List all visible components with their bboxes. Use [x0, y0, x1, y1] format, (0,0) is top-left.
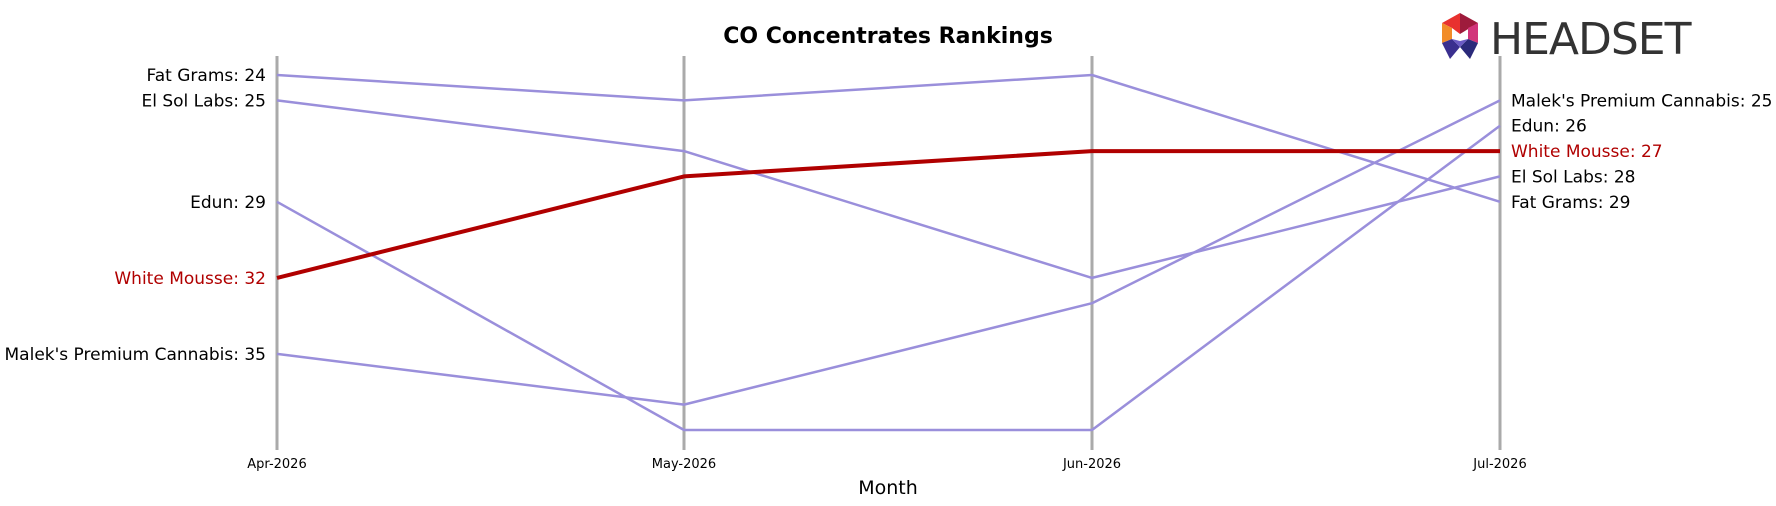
right-label: Edun: 26: [1511, 117, 1587, 137]
series-line-edun: [276, 124, 1501, 432]
x-tick-labels: Apr-2026 May-2026 Jun-2026 Jul-2026: [247, 457, 1526, 472]
headset-hexagon-logo-icon: [1442, 13, 1478, 59]
left-label: Fat Grams: 24: [147, 66, 266, 86]
right-label: White Mousse: 27: [1511, 142, 1663, 162]
series-line-malek-s-premium-cannabis: [276, 99, 1501, 406]
left-label: White Mousse: 32: [114, 269, 266, 289]
series-lines: [276, 73, 1501, 432]
left-label: Edun: 29: [190, 193, 266, 213]
x-tick-label: May-2026: [652, 457, 716, 472]
series-line-white-mousse: [276, 149, 1500, 280]
x-tick-label: Apr-2026: [247, 457, 306, 472]
right-label: El Sol Labs: 28: [1511, 167, 1636, 187]
right-label: Fat Grams: 29: [1511, 193, 1630, 213]
headset-logo: HEADSET: [1442, 13, 1693, 65]
left-label: Malek's Premium Cannabis: 35: [5, 345, 266, 365]
chart-title: CO Concentrates Rankings: [723, 24, 1053, 49]
logo-wordmark: HEADSET: [1490, 14, 1692, 65]
series-line-el-sol-labs: [276, 99, 1501, 280]
x-tick-label: Jul-2026: [1472, 457, 1526, 472]
series-line-fat-grams: [276, 73, 1501, 203]
x-tick-label: Jun-2026: [1062, 457, 1121, 472]
right-rank-labels: Malek's Premium Cannabis: 25 Edun: 26 Whit…: [1511, 91, 1772, 212]
right-label: Malek's Premium Cannabis: 25: [1511, 91, 1772, 111]
left-rank-labels: Fat Grams: 24 El Sol Labs: 25 Edun: 29 Whit…: [5, 66, 266, 365]
left-label: El Sol Labs: 25: [142, 91, 267, 111]
x-axis-label: Month: [858, 477, 918, 499]
month-gridlines: [275, 56, 1502, 450]
